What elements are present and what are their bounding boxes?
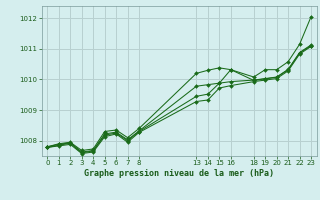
- X-axis label: Graphe pression niveau de la mer (hPa): Graphe pression niveau de la mer (hPa): [84, 169, 274, 178]
